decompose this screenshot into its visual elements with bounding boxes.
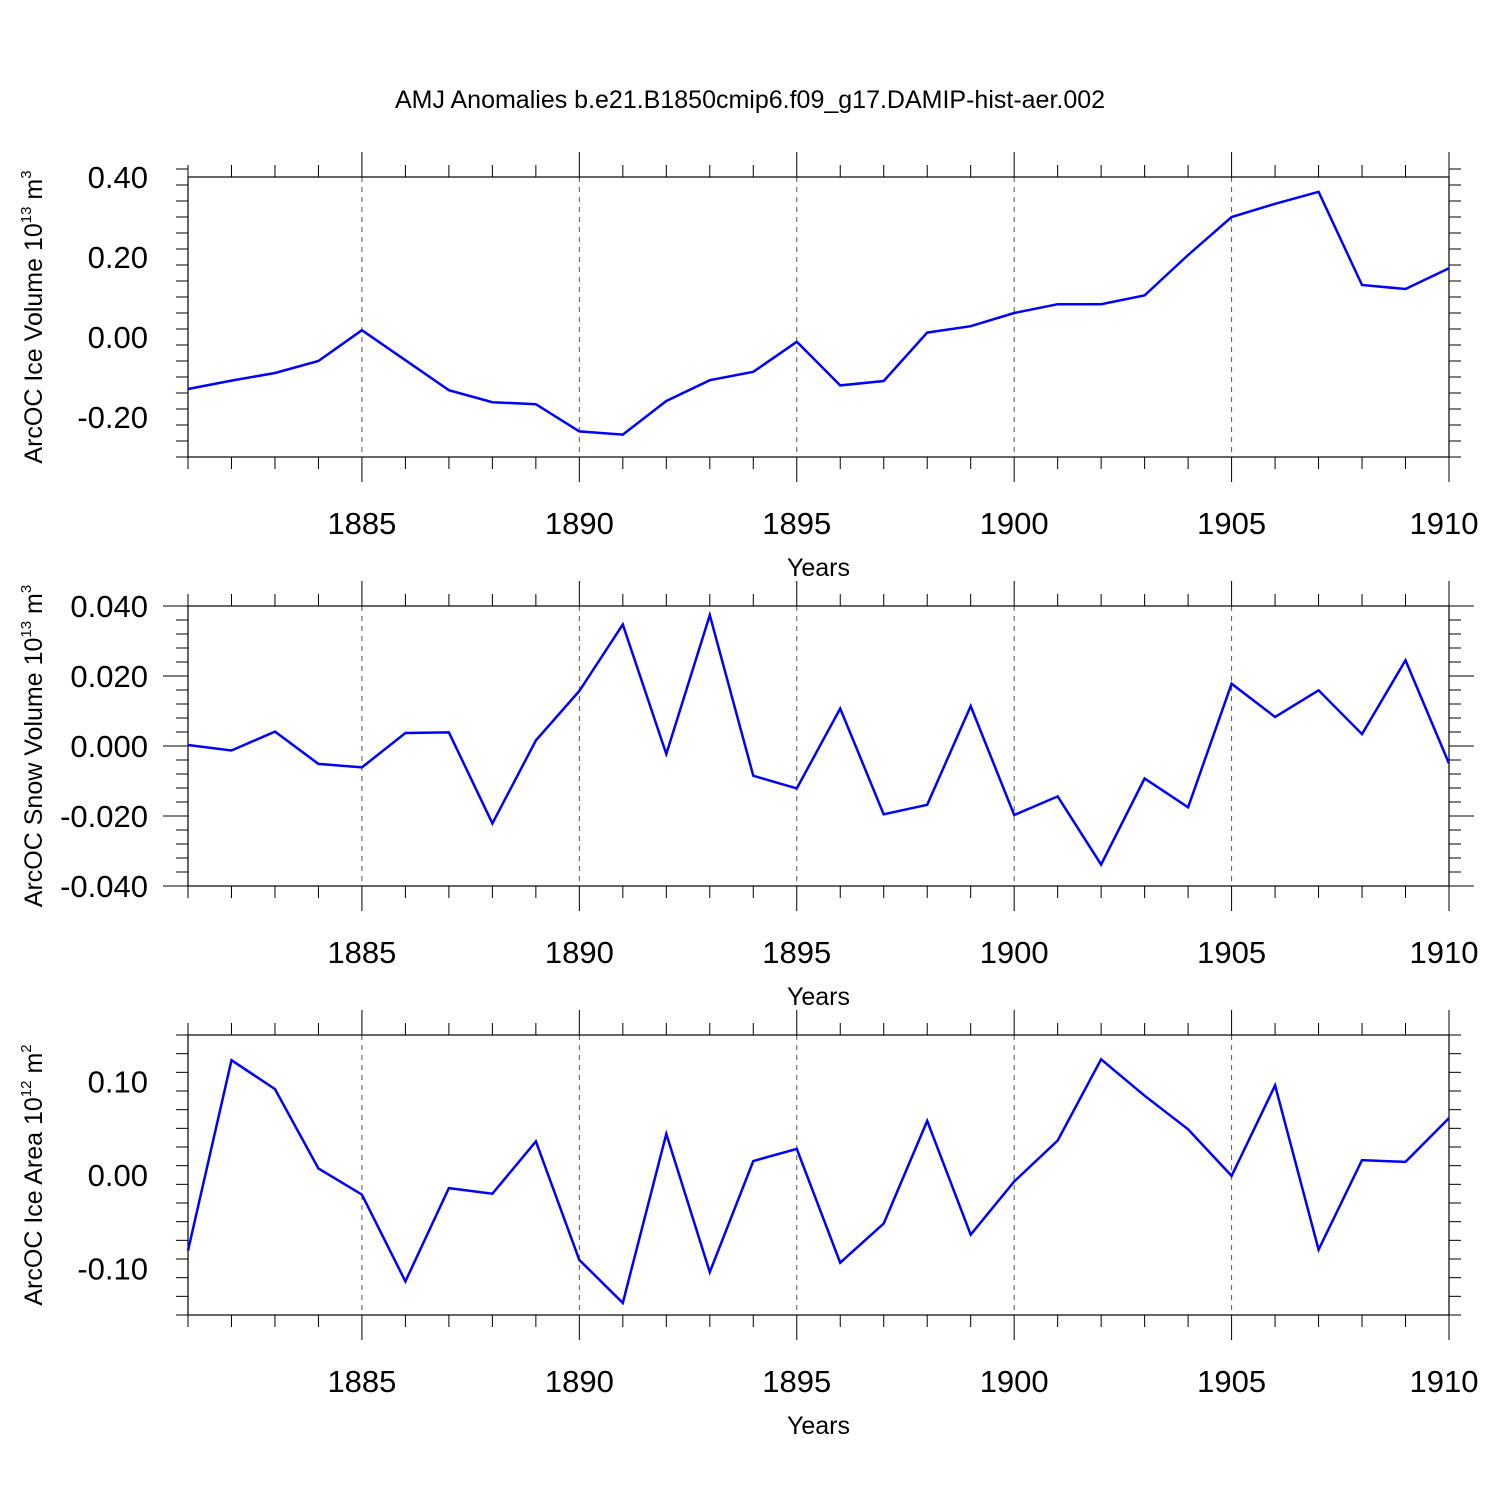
y-tick-label: 0.20 (88, 240, 148, 275)
panel-3: -0.10 0.00 0.10 1885 1890 1895 1900 1905 1910 Yea… (18, 1010, 1478, 1440)
y-tick-label: 0.040 (70, 589, 148, 624)
y-axis-label-unit: m (20, 1053, 48, 1081)
y-axis-label-text: ArcOC Ice Volume 10 (20, 223, 48, 463)
panel-2: -0.040 -0.020 0.000 0.020 0.040 1885 1890 1895 1… (18, 581, 1478, 1011)
x-tick-label: 1895 (762, 935, 831, 970)
y-axis-label-text: ArcOC Ice Area 10 (20, 1097, 48, 1305)
x-tick-label: 1905 (1197, 1364, 1266, 1399)
x-tick-label: 1890 (545, 506, 614, 541)
y-tick-label: 0.40 (88, 160, 148, 195)
panels: -0.20 0.00 0.20 0.40 1885 1890 1895 1900 1905 191… (18, 152, 1478, 1440)
x-tick-label: 1900 (980, 1364, 1049, 1399)
y-axis-label-unit-exponent: 2 (18, 1044, 35, 1052)
x-tick-label: 1905 (1197, 935, 1266, 970)
x-tick-label: 1890 (545, 935, 614, 970)
series-line (187, 190, 1450, 436)
x-axis-label: Years (787, 983, 850, 1011)
x-tick-label: 1885 (327, 935, 396, 970)
series-line (186, 1057, 1450, 1306)
y-tick-label: -0.20 (77, 400, 148, 435)
x-tick-label: 1885 (327, 1364, 396, 1399)
x-tick-label: 1910 (1410, 1364, 1479, 1399)
x-tick-label: 1895 (762, 1364, 831, 1399)
x-tick-label: 1910 (1410, 935, 1479, 970)
y-tick-label: 0.00 (88, 320, 148, 355)
plot-frame (187, 1034, 1450, 1316)
y-tick-label: -0.040 (60, 869, 148, 904)
x-tick-label: 1895 (762, 506, 831, 541)
y-tick-label: 0.000 (70, 729, 148, 764)
y-axis-label-exponent: 13 (18, 621, 35, 638)
y-axis-label: ArcOC Snow Volume 1013 m3 (18, 585, 48, 907)
plot-frame (187, 176, 1450, 458)
y-axis-label-text: ArcOC Snow Volume 10 (20, 638, 48, 908)
panel-1: -0.20 0.00 0.20 0.40 1885 1890 1895 1900 1905 191… (18, 152, 1478, 582)
x-tick-label: 1910 (1410, 506, 1479, 541)
y-axis-label: ArcOC Ice Area 1012 m2 (18, 1044, 48, 1305)
chart-title: AMJ Anomalies b.e21.B1850cmip6.f09_g17.D… (395, 86, 1105, 114)
series-line (187, 610, 1451, 868)
y-axis-label-exponent: 13 (18, 207, 35, 224)
y-axis-label-unit: m (20, 179, 48, 207)
y-axis-label-unit: m (20, 593, 48, 621)
y-tick-label: 0.10 (88, 1065, 148, 1100)
x-tick-label: 1900 (980, 935, 1049, 970)
y-tick-label: 0.00 (88, 1158, 148, 1193)
y-axis-label-exponent: 12 (18, 1081, 35, 1098)
y-axis-label-unit-exponent: 3 (18, 170, 35, 178)
x-tick-label: 1905 (1197, 506, 1266, 541)
x-tick-label: 1885 (327, 506, 396, 541)
x-tick-label: 1890 (545, 1364, 614, 1399)
y-axis-label-unit-exponent: 3 (18, 585, 35, 593)
x-axis-label: Years (787, 554, 850, 582)
x-tick-label: 1900 (980, 506, 1049, 541)
y-tick-label: -0.10 (77, 1251, 148, 1286)
y-tick-label: -0.020 (60, 799, 148, 834)
x-axis-label: Years (787, 1412, 850, 1440)
y-axis-label: ArcOC Ice Volume 1013 m3 (18, 170, 48, 463)
y-tick-label: 0.020 (70, 659, 148, 694)
